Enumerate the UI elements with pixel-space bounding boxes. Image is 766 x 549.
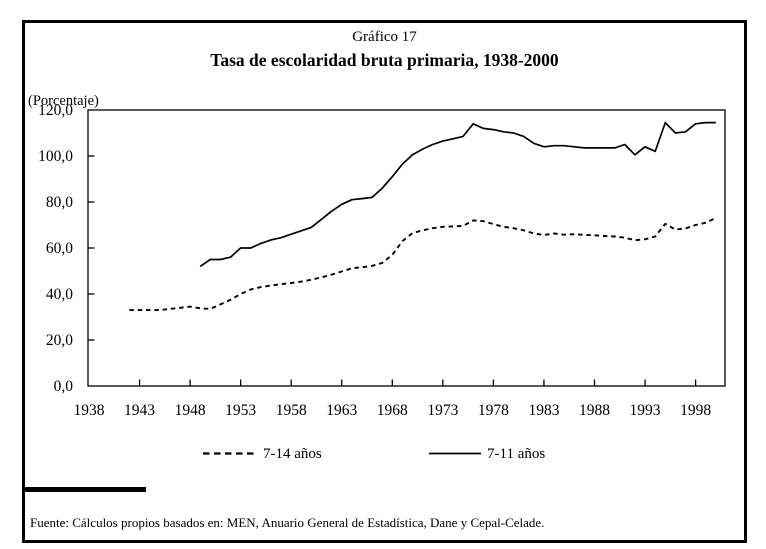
x-tick-label: 1938 xyxy=(73,402,105,419)
legend-dashed-line-icon xyxy=(203,452,255,455)
x-tick-label: 1993 xyxy=(629,402,661,419)
x-tick-label: 1943 xyxy=(124,402,156,419)
y-axis-unit-label: (Porcentaje) xyxy=(28,93,99,109)
source-note: Fuente: Cálculos propios basados en: MEN… xyxy=(30,515,545,530)
legend-label-7-11: 7-11 años xyxy=(487,446,546,462)
legend-label-7-14: 7-14 años xyxy=(263,446,322,462)
source-divider-rule xyxy=(22,487,146,492)
legend-solid-line-icon xyxy=(429,452,481,455)
x-tick-label: 1963 xyxy=(326,402,358,419)
x-tick-label: 1948 xyxy=(174,402,206,419)
y-tick-label: 80,0 xyxy=(45,194,73,211)
y-tick-label: 100,0 xyxy=(38,148,73,165)
x-tick-label: 1978 xyxy=(477,402,509,419)
figure-number-label: Gráfico 17 xyxy=(352,29,417,45)
y-tick-label: 20,0 xyxy=(45,332,73,349)
x-tick-label: 1953 xyxy=(225,402,257,419)
y-tick-label: 40,0 xyxy=(45,286,73,303)
x-tick-label: 1973 xyxy=(427,402,459,419)
x-tick-label: 1958 xyxy=(275,402,307,419)
x-tick-label: 1998 xyxy=(680,402,712,419)
series-line-dashed xyxy=(129,217,717,312)
chart-title: Tasa de escolaridad bruta primaria, 1938… xyxy=(210,50,559,70)
y-tick-label: 0,0 xyxy=(53,378,73,395)
x-tick-label: 1983 xyxy=(528,402,560,419)
plot-border xyxy=(87,109,726,387)
x-tick-label: 1988 xyxy=(579,402,610,419)
x-tick-label: 1968 xyxy=(376,402,408,419)
figure-frame xyxy=(22,20,747,543)
series-line-solid xyxy=(199,121,716,268)
y-tick-label: 120,0 xyxy=(38,102,73,119)
y-tick-label: 60,0 xyxy=(45,240,73,257)
